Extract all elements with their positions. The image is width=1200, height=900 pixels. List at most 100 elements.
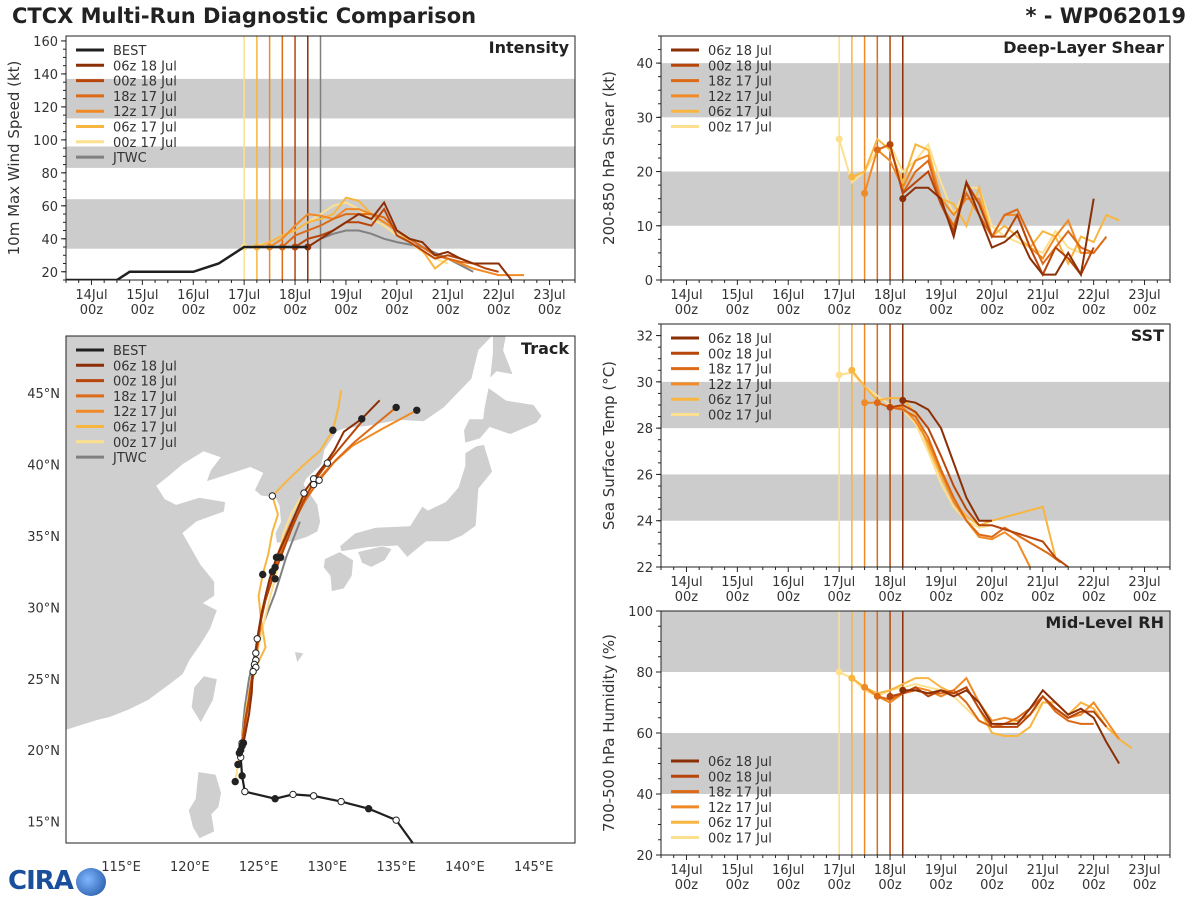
shade-band [661,611,1170,672]
legend-label: 12z 17 Jul [708,378,772,393]
track-marker [276,553,285,562]
x-tick-label: 00z [1082,878,1106,893]
panel-track: 15°N 20°N 25°N 30°N 35°N 40°N 45°N 115°E 120°E 12… [27,335,576,875]
track-marker [309,792,318,800]
track-marker [252,649,260,657]
track-marker [358,415,366,423]
legend-label: 06z 18 Jul [708,44,772,59]
legend-label: 00z 17 Jul [708,121,772,136]
series-start-point [886,403,894,411]
track-marker [241,787,249,796]
lat-label: 15°N [27,816,60,831]
x-tick-label: 20Jul [976,288,1008,303]
x-tick-label: 00z [777,303,801,318]
y-tick-label: 20 [636,849,653,864]
series-start-point [861,399,869,407]
lon-label: 135°E [376,860,416,875]
x-tick-label: 00z [827,878,851,893]
series-line-06z-18-jul [307,200,513,280]
series-start-point [873,399,881,407]
x-tick-label: 00z [675,878,699,893]
x-tick-label: 00z [1031,878,1055,893]
track-marker [268,492,277,500]
x-tick-label: 00z [980,303,1004,318]
y-tick-label: 24 [636,515,653,530]
series-start-point [899,195,907,203]
y-tick-label: 40 [41,233,58,248]
series-line-06z-17-jul [256,196,474,270]
cira-logo-text: CIRA [8,866,74,896]
x-tick-label: 18Jul [874,575,906,590]
y-axis-label: 200-850 hPa Shear (kt) [600,71,618,245]
y-tick-label: 100 [628,605,653,620]
panel-mid-level-rh: 2040608010014Jul00z15Jul00z16Jul00z17Jul… [600,605,1171,893]
x-tick-label: 00z [1031,590,1055,605]
land-mainland [66,336,494,731]
x-tick-label: 14Jul [670,575,702,590]
y-tick-label: 20 [636,166,653,181]
legend-label: 18z 17 Jul [708,363,772,378]
track-marker [315,476,323,484]
lon-label: 130°E [308,860,348,875]
land-okinawa [293,651,305,665]
x-tick-label: 00z [777,878,801,893]
y-axis-label: 10m Max Wind Speed (kt) [5,61,23,256]
x-tick-label: 14Jul [670,288,702,303]
lon-label: 115°E [101,860,141,875]
track-marker [268,567,277,576]
x-tick-label: 22Jul [1078,288,1110,303]
x-tick-label: 15Jul [721,575,753,590]
x-tick-label: 00z [1031,303,1055,318]
series-line-00z-18-jul [889,144,1095,277]
panel-title: Track [521,339,569,358]
x-tick-label: 17Jul [823,575,855,590]
legend-label: 06z 18 Jul [708,332,772,347]
x-tick-label: 16Jul [772,863,804,878]
x-tick-label: 00z [929,303,953,318]
y-tick-label: 140 [33,68,58,83]
x-tick-label: 00z [80,303,104,318]
panel-title: Mid-Level RH [1045,613,1164,632]
shade-band [661,733,1170,794]
x-tick-label: 16Jul [772,575,804,590]
x-tick-label: 19Jul [925,863,957,878]
x-tick-label: 18Jul [874,863,906,878]
track-marker [364,805,373,813]
y-axis-label: Sea Surface Temp (°C) [600,361,618,530]
land-sakhalin [489,336,514,380]
y-tick-label: 80 [636,666,653,681]
lat-label: 25°N [27,673,60,688]
tracks-group [231,390,421,843]
series-start-point [899,396,907,404]
lon-label: 120°E [170,860,210,875]
x-tick-label: 15Jul [721,288,753,303]
x-tick-label: 20Jul [976,575,1008,590]
x-tick-label: 00z [827,590,851,605]
track-marker [413,406,421,414]
series-start-point [886,140,894,148]
y-tick-label: 32 [636,330,653,345]
axes-frame [65,335,576,844]
x-tick-label: 23Jul [1128,288,1160,303]
x-tick-label: 17Jul [823,288,855,303]
storm-id: * - WP062019 [1025,4,1186,28]
legend-label: BEST [113,344,146,359]
series-start-point [873,692,881,700]
track-marker [289,790,297,799]
x-tick-label: 00z [182,303,206,318]
x-tick-label: 00z [980,878,1004,893]
track-marker [300,489,308,497]
land-honshu [339,444,493,558]
y-tick-label: 60 [41,200,58,215]
legend-label: 00z 18 Jul [708,770,772,785]
x-tick-label: 18Jul [279,288,311,303]
x-tick-label: 23Jul [1128,575,1160,590]
x-tick-label: 22Jul [1078,575,1110,590]
x-tick-label: 17Jul [228,288,260,303]
x-tick-label: 15Jul [126,288,158,303]
lat-label: 45°N [27,387,60,402]
legend-label: 12z 17 Jul [113,105,177,120]
